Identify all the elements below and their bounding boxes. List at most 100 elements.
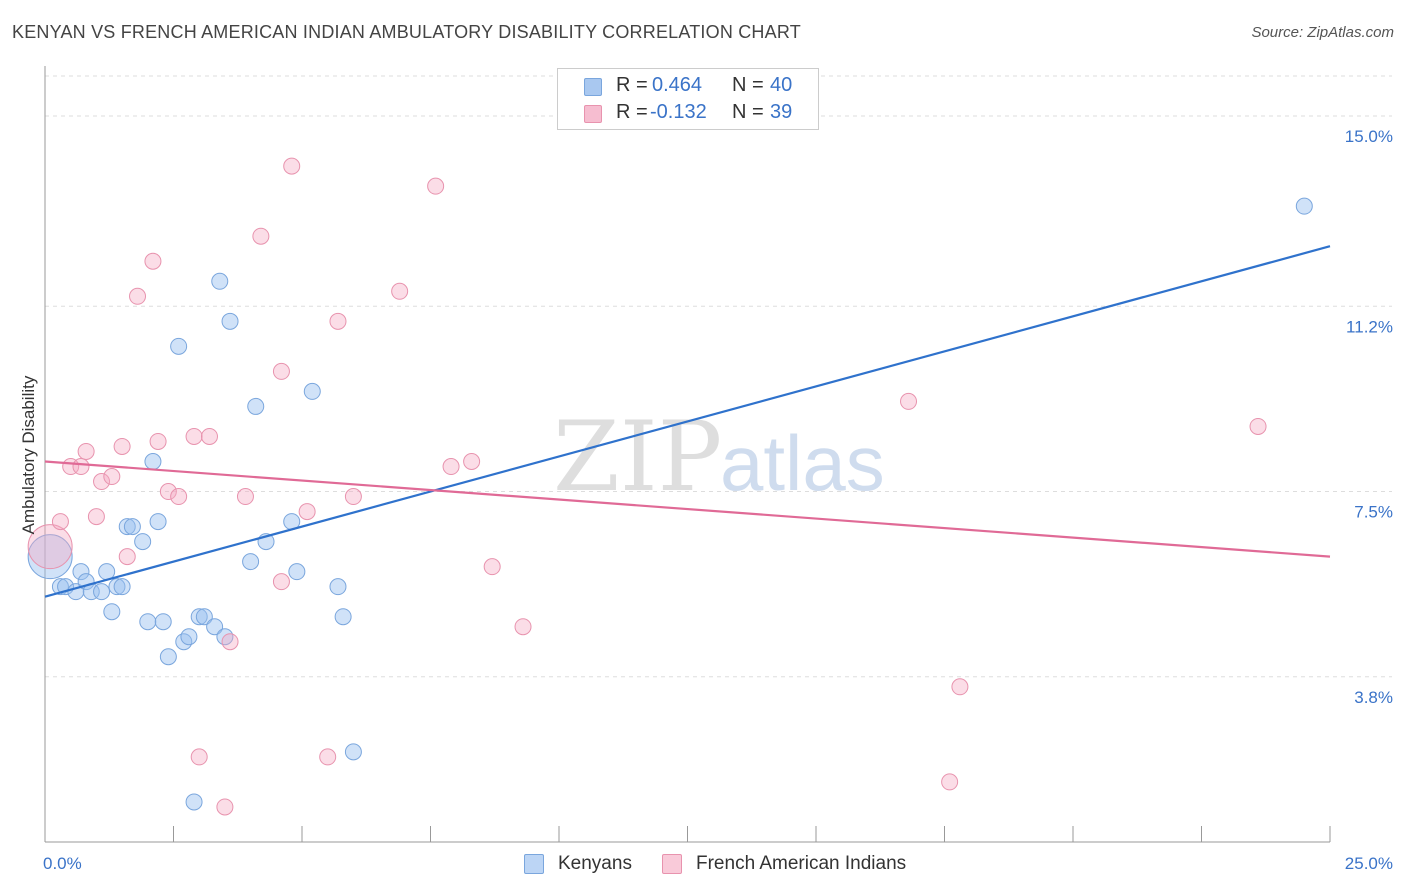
kenyan-point: [329, 578, 347, 596]
french-point: [87, 508, 105, 526]
kenyan-point: [190, 608, 208, 626]
french-point: [298, 503, 316, 521]
french-point: [283, 157, 301, 175]
french-point: [93, 473, 111, 491]
n-label: N =: [732, 74, 764, 96]
french-point: [252, 227, 270, 245]
french-point: [216, 798, 234, 816]
stats-swatch-kenyans: [584, 78, 602, 96]
kenyan-point: [195, 608, 213, 626]
french-point: [200, 427, 218, 445]
y-tick-label: 3.8%: [1354, 688, 1393, 707]
kenyan-point: [1295, 197, 1313, 215]
kenyan-point: [344, 743, 362, 761]
french-point: [221, 633, 239, 651]
kenyan-point: [103, 603, 121, 621]
french-point: [149, 432, 167, 450]
french-point: [113, 437, 131, 455]
watermark-atlas: atlas: [720, 419, 885, 507]
n-value: 40: [770, 74, 793, 96]
french-point: [77, 442, 95, 460]
trend-lines: [44, 245, 1331, 598]
kenyan-point: [134, 533, 152, 551]
french-point: [129, 287, 147, 305]
french-point: [185, 427, 203, 445]
french-point: [344, 488, 362, 506]
axes: [44, 66, 1331, 843]
x-tick-label: 25.0%: [1345, 854, 1393, 873]
french-point: [159, 483, 177, 501]
r-value: 0.464: [652, 74, 703, 96]
kenyan-point: [303, 382, 321, 400]
french-point: [118, 548, 136, 566]
kenyan-point: [149, 513, 167, 531]
y-tick-label: 7.5%: [1354, 503, 1393, 522]
french-point: [103, 468, 121, 486]
grid-lines: [45, 75, 1392, 678]
french-point: [941, 773, 959, 791]
french-point: [272, 362, 290, 380]
kenyan-point: [93, 583, 111, 601]
legend-swatch-french: [662, 854, 682, 874]
kenyan-point: [113, 578, 131, 596]
french-point: [236, 488, 254, 506]
french-point: [900, 392, 918, 410]
kenyan-point: [118, 518, 136, 536]
kenyan-point: [123, 518, 141, 536]
french-point: [391, 282, 409, 300]
zipatlas-watermark: ZIP atlas: [553, 401, 885, 513]
legend-swatch-kenyans: [524, 854, 544, 874]
n-value: 39: [770, 101, 793, 123]
kenyan-point: [334, 608, 352, 626]
chart-title: KENYAN VS FRENCH AMERICAN INDIAN AMBULAT…: [12, 22, 801, 42]
legend-label: Kenyans: [558, 853, 632, 874]
kenyan-point: [185, 793, 203, 811]
kenyan-point: [170, 337, 188, 355]
kenyan-point: [211, 272, 229, 290]
french-point: [514, 618, 532, 636]
legend-label: French American Indians: [696, 853, 907, 874]
french-point: [190, 748, 208, 766]
kenyan-point: [288, 563, 306, 581]
kenyan-point: [221, 312, 239, 330]
tick-labels: 3.8% 7.5% 11.2% 15.0% 0.0% 25.0%: [43, 127, 1393, 873]
y-axis-label: Ambulatory Disability: [19, 375, 38, 534]
french-point: [144, 252, 162, 270]
source-credit: Source: ZipAtlas.com: [1251, 24, 1394, 41]
kenyan-point: [242, 553, 260, 571]
french-trend-line: [44, 460, 1331, 558]
kenyan-point: [108, 578, 126, 596]
kenyan-point: [159, 648, 177, 666]
kenyan-point: [247, 397, 265, 415]
french-point: [329, 312, 347, 330]
kenyan-point: [27, 534, 73, 580]
kenyan-point: [72, 563, 90, 581]
x-tick-label: 0.0%: [43, 854, 82, 873]
r-label: R =: [616, 101, 648, 123]
r-label: R =: [616, 74, 648, 96]
kenyan-trend-line: [44, 245, 1331, 598]
french-point: [442, 458, 460, 476]
n-label: N =: [732, 101, 764, 123]
kenyan-point: [180, 628, 198, 646]
french-point: [272, 573, 290, 591]
french-point: [951, 678, 969, 696]
french-point: [319, 748, 337, 766]
french-point: [483, 558, 501, 576]
french-point: [1249, 417, 1267, 435]
kenyan-point: [175, 633, 193, 651]
r-value: -0.132: [650, 101, 707, 123]
y-tick-label: 11.2%: [1346, 317, 1393, 336]
kenyan-point: [144, 453, 162, 471]
stats-box: R = 0.464 N = 40 R = -0.132 N = 39: [557, 68, 819, 130]
french-point: [427, 177, 445, 195]
kenyan-point: [216, 628, 234, 646]
french-point: [51, 513, 69, 531]
kenyan-point: [206, 618, 224, 636]
french-point: [27, 524, 73, 570]
data-points: [27, 157, 1313, 816]
kenyan-point: [139, 613, 157, 631]
french-point: [463, 453, 481, 471]
french-point: [170, 488, 188, 506]
